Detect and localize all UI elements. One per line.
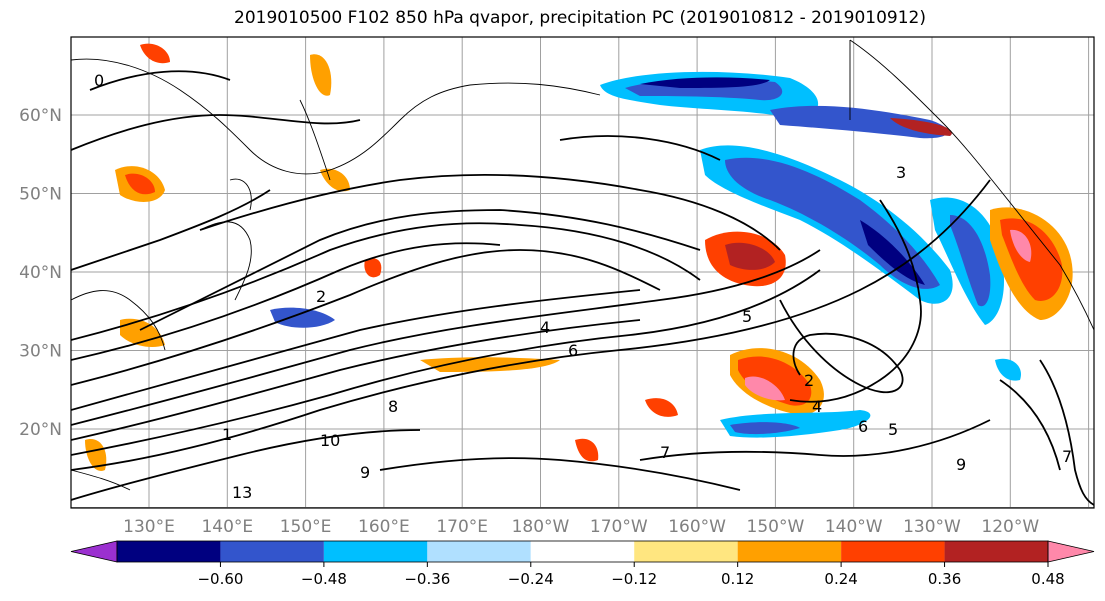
- contour-label: 0: [94, 71, 104, 90]
- longitude-labels: 130°E 140°E 150°E 160°E 170°E 180°W 170°W 160°W…: [123, 517, 1039, 537]
- colorbar-tick-label: 0.12: [721, 570, 754, 588]
- colorbar-tick-label: −0.48: [301, 570, 347, 588]
- colorbar-extend-low: [70, 540, 118, 563]
- contour-label: 2: [804, 371, 814, 390]
- contour-label: 5: [888, 420, 898, 439]
- contour-label: 7: [660, 443, 670, 462]
- latitude-label: 40°N: [19, 263, 62, 283]
- latitude-label: 50°N: [19, 185, 62, 205]
- positive-region-siberia-2: [310, 54, 332, 96]
- colorbar-segment: [117, 541, 221, 562]
- contour-label: 6: [858, 417, 868, 436]
- contour-label: 7: [1062, 447, 1072, 466]
- positive-region-japan: [120, 318, 165, 347]
- positive-region-strip-2: [645, 398, 678, 417]
- colorbar-segment: [220, 541, 324, 562]
- contour-label: 9: [956, 455, 966, 474]
- contour-label: 13: [232, 483, 252, 502]
- contour-label: 6: [568, 341, 578, 360]
- colorbar-segment: [323, 541, 428, 562]
- positive-region-strip: [420, 357, 560, 372]
- figure-title: 2019010500 F102 850 hPa qvapor, precipit…: [234, 8, 926, 28]
- contour-label: 10: [320, 431, 340, 450]
- negative-region-gulf-deep: [860, 220, 925, 285]
- negative-region-bering-deep: [640, 77, 770, 88]
- positive-region-strip-3: [575, 438, 599, 462]
- coastlines: [71, 39, 1094, 491]
- colorbar-tick-label: −0.36: [404, 570, 450, 588]
- negative-region-alaska-coast: [770, 105, 949, 139]
- negative-region-westcoast-core: [950, 215, 991, 307]
- positive-region-seasia: [85, 439, 107, 471]
- colorbar-tick-label: −0.24: [508, 570, 554, 588]
- positive-region-central-pacific-core: [725, 242, 775, 270]
- qvapor-contours: [71, 70, 1094, 506]
- colorbar-segment: [841, 541, 945, 562]
- colorbar-segment: [634, 541, 738, 562]
- longitude-label: 170°E: [436, 517, 488, 537]
- contour-label: 8: [388, 397, 398, 416]
- negative-region-japan: [270, 307, 335, 328]
- colorbar-segment: [530, 541, 635, 562]
- contour-label: 4: [812, 397, 822, 416]
- longitude-label: 160°W: [668, 517, 726, 537]
- colorbar-tick-label: 0.36: [928, 570, 961, 588]
- colorbar-tick-label: 0.48: [1031, 570, 1064, 588]
- colorbar-segment: [427, 541, 531, 562]
- colorbar-tick-label: −0.60: [197, 570, 243, 588]
- colorbar-segment: [944, 541, 1048, 562]
- contour-label: 9: [360, 463, 370, 482]
- negative-region-subtropic-core: [730, 422, 800, 435]
- latitude-labels: 60°N 50°N 40°N 30°N 20°N: [19, 106, 62, 440]
- contour-label: 5: [742, 307, 752, 326]
- precip-anomaly-shading: [85, 43, 1073, 471]
- longitude-label: 120°W: [981, 517, 1039, 537]
- contour-label: 4: [540, 318, 550, 337]
- colorbar-tick-label: 0.24: [824, 570, 857, 588]
- latitude-label: 30°N: [19, 342, 62, 362]
- longitude-label: 180°W: [512, 517, 570, 537]
- longitude-label: 130°W: [903, 517, 961, 537]
- positive-region-siberia-1-core: [125, 173, 155, 195]
- map-frame: [70, 36, 1095, 509]
- positive-region-siberia-3: [140, 43, 170, 64]
- positive-region-subtropic-core: [738, 356, 812, 406]
- positive-region-subtropic-pink: [745, 376, 785, 401]
- colorbar-extend-high: [1047, 540, 1095, 563]
- positive-region-japan-2: [364, 258, 382, 278]
- longitude-label: 140°E: [201, 517, 253, 537]
- colorbar-segment: [737, 541, 842, 562]
- latitude-label: 20°N: [19, 420, 62, 440]
- colorbar-outline: [116, 540, 1049, 563]
- contour-label: 3: [896, 163, 906, 182]
- longitude-label: 150°W: [747, 517, 805, 537]
- negative-region-hawaii-east: [995, 358, 1021, 381]
- longitude-label: 140°W: [825, 517, 883, 537]
- longitude-label: 130°E: [123, 517, 175, 537]
- contour-label: 1: [222, 425, 232, 444]
- longitude-label: 160°E: [358, 517, 410, 537]
- contour-label: 2: [316, 287, 326, 306]
- negative-region-alaska-deep: [890, 118, 952, 136]
- positive-region-california-pink: [1010, 229, 1032, 262]
- longitude-label: 170°W: [590, 517, 648, 537]
- contour-labels: 0 2 4 5 6 8 7 9 10 13 3 1 4 5 6 2 9 7: [94, 71, 1072, 502]
- longitude-label: 150°E: [280, 517, 332, 537]
- latitude-label: 60°N: [19, 106, 62, 126]
- colorbar-tick-label: −0.12: [611, 570, 657, 588]
- positive-region-kamchatka: [320, 168, 350, 192]
